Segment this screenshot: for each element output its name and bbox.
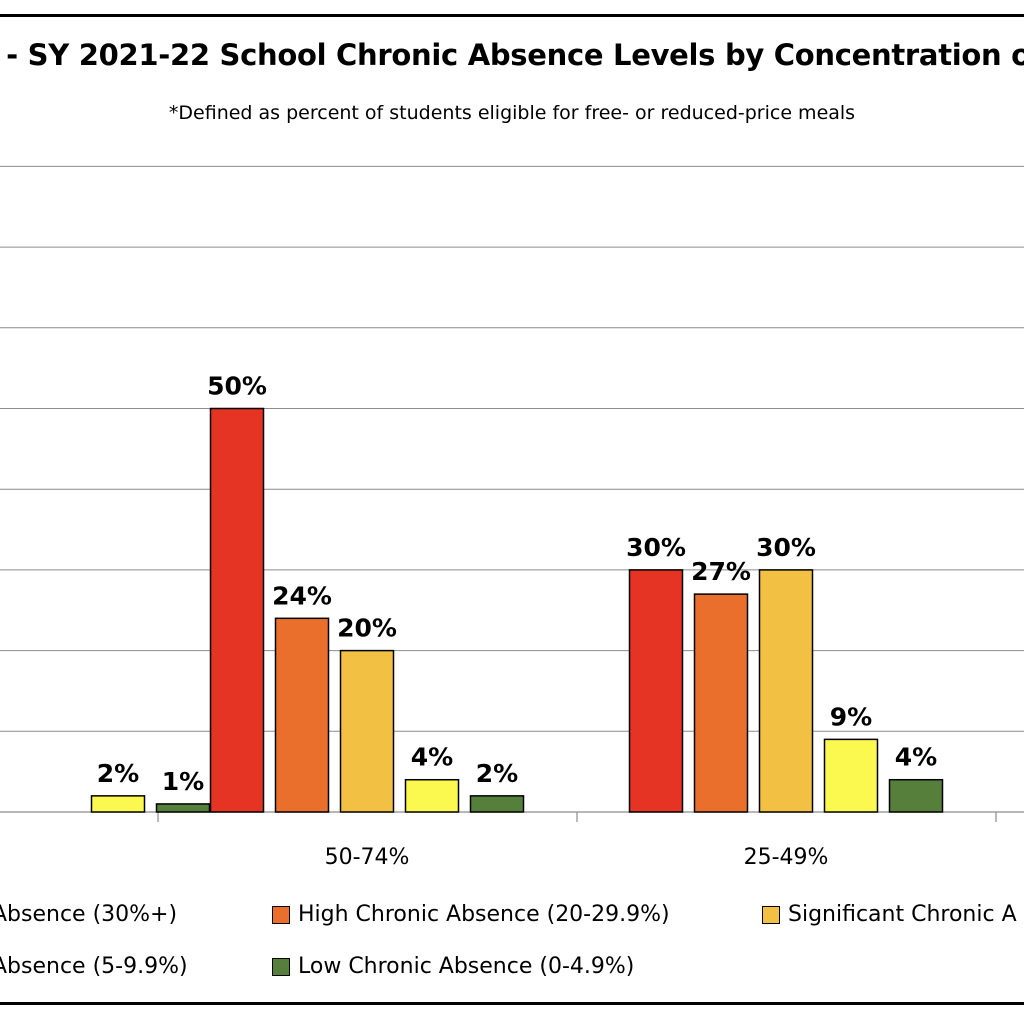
legend-label: Absence (5-9.9%) [0, 954, 188, 979]
bar [888, 778, 944, 813]
frame-top-border [0, 14, 1024, 17]
legend-swatch [272, 957, 290, 976]
legend-swatch [272, 905, 290, 924]
legend-item-low: Low Chronic Absence (0-4.9%) [272, 954, 634, 979]
data-label: 9% [830, 702, 872, 731]
legend-label: Absence (30%+) [0, 902, 178, 927]
legend-label: Low Chronic Absence (0-4.9%) [298, 954, 635, 979]
category-label: 25-49% [744, 845, 829, 870]
legend-item-very-high: Absence (30%+) [0, 902, 177, 927]
legend-swatch [762, 905, 780, 924]
data-label: 24% [272, 581, 332, 610]
bar [758, 569, 814, 813]
legend-item-moderate: Absence (5-9.9%) [0, 954, 188, 979]
bar [469, 795, 525, 813]
data-label: 30% [626, 533, 686, 562]
data-label: 1% [162, 767, 204, 796]
bar [339, 649, 395, 813]
bar [90, 795, 146, 813]
data-label: 27% [691, 557, 751, 586]
legend-item-significant: Significant Chronic A [762, 902, 1017, 927]
data-label: 30% [756, 533, 816, 562]
legend-item-high: High Chronic Absence (20-29.9%) [272, 902, 670, 927]
legend-label: Significant Chronic A [788, 902, 1017, 927]
data-label: 2% [476, 759, 518, 788]
bar [404, 778, 460, 813]
chart-title: - SY 2021-22 School Chronic Absence Leve… [6, 38, 1024, 72]
data-label: 20% [337, 614, 397, 643]
data-label: 2% [97, 759, 139, 788]
bar [274, 617, 330, 813]
frame-bottom-border [0, 1002, 1024, 1005]
bar [823, 738, 879, 813]
category-label: 50-74% [325, 845, 410, 870]
data-label: 4% [411, 743, 453, 772]
data-label: 50% [207, 372, 267, 401]
legend-label: High Chronic Absence (20-29.9%) [298, 902, 670, 927]
bar [628, 569, 684, 813]
bar [693, 593, 749, 813]
bar [155, 803, 211, 813]
bar [209, 407, 265, 813]
chart-subtitle: *Defined as percent of students eligible… [168, 102, 856, 124]
data-label: 4% [895, 743, 937, 772]
